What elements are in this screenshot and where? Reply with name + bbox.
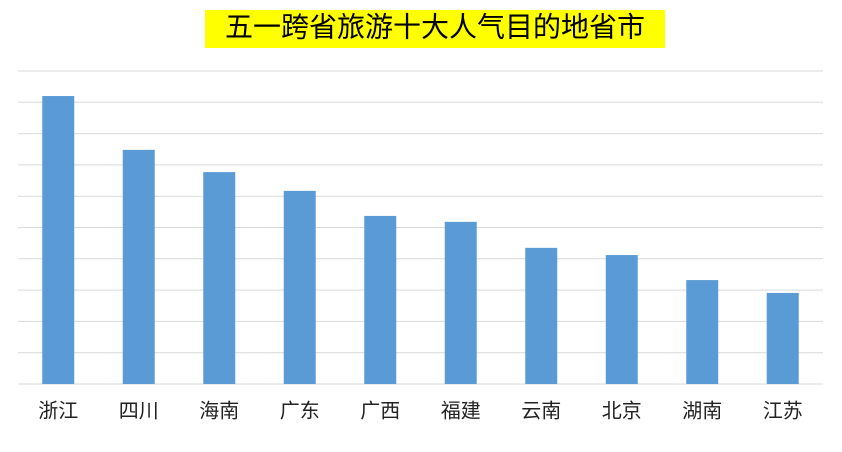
x-tick-label: 浙江 <box>38 400 78 423</box>
x-tick-label: 福建 <box>441 400 481 423</box>
bar <box>122 149 155 384</box>
bar <box>766 292 799 384</box>
x-tick-label: 海南 <box>199 400 239 423</box>
x-tick-label: 北京 <box>602 400 642 423</box>
x-tick-label: 云南 <box>521 400 561 423</box>
bar <box>444 221 477 384</box>
x-tick-label: 广西 <box>360 400 400 423</box>
title-highlight <box>205 10 665 48</box>
chart-title: 五一跨省旅游十大人气目的地省市 <box>225 11 645 43</box>
x-tick-label: 四川 <box>119 401 159 423</box>
x-tick-label: 广东 <box>280 400 320 423</box>
bar <box>42 96 75 384</box>
bar <box>203 172 236 384</box>
x-tick-label: 湖南 <box>682 400 722 423</box>
bar <box>364 215 397 384</box>
bar <box>525 247 558 384</box>
bar <box>686 280 719 384</box>
bar <box>283 190 316 384</box>
bar <box>605 255 638 384</box>
x-tick-label: 江苏 <box>763 400 803 423</box>
